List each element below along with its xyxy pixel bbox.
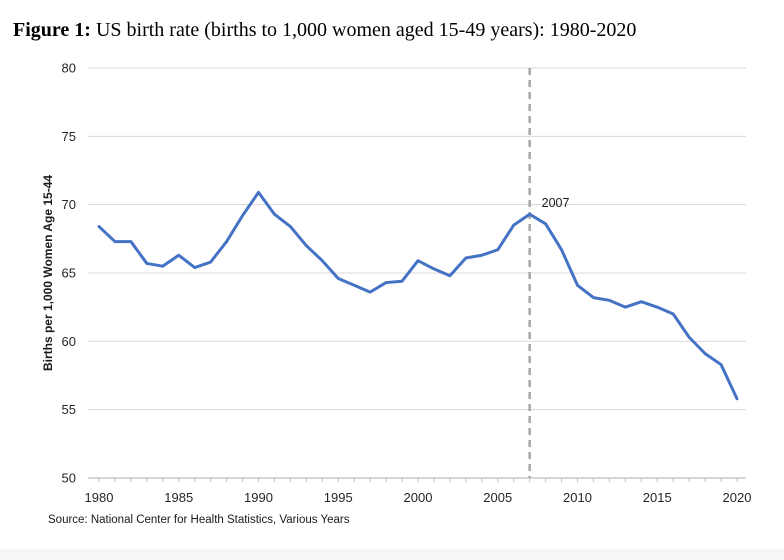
x-tick-label: 1985 [164,490,193,505]
x-tick-label: 2000 [404,490,433,505]
x-tick-label: 2005 [483,490,512,505]
figure-title: Figure 1: US birth rate (births to 1,000… [13,19,773,42]
y-tick-label: 65 [62,266,76,281]
x-tick-label: 2010 [563,490,592,505]
birth-rate-line [97,190,739,401]
y-tick-label: 60 [62,334,76,349]
annotation-label: 2007 [542,196,570,210]
x-tick-label: 2015 [643,490,672,505]
bottom-strip [0,549,784,560]
figure-number-label: Figure 1: [13,19,91,41]
y-tick-label: 80 [62,61,76,76]
x-tick-label: 1980 [85,490,114,505]
y-tick-label: 50 [62,471,76,486]
x-tick-label: 2020 [723,490,752,505]
y-tick-label: 55 [62,402,76,417]
y-tick-label: 75 [62,129,76,144]
x-tick-label: 1995 [324,490,353,505]
figure-title-text: US birth rate (births to 1,000 women age… [90,19,637,41]
y-axis-title: Births per 1,000 Women Age 15-44 [41,175,55,371]
y-tick-label: 70 [62,197,76,212]
source-note: Source: National Center for Health Stati… [48,514,350,526]
x-tick-label: 1990 [244,490,273,505]
